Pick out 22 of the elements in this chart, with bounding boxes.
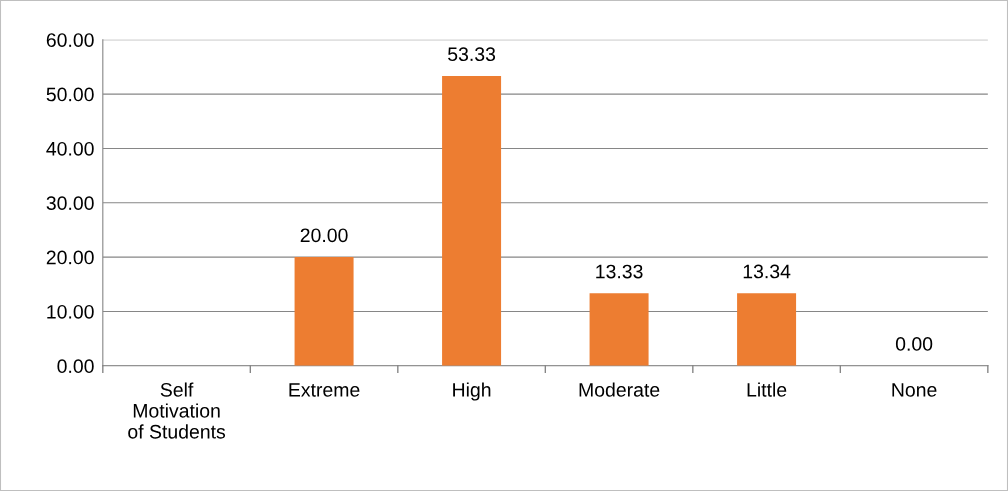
data-label: 13.34 xyxy=(743,264,791,279)
x-tick-label: High xyxy=(453,382,491,401)
x-tick-label: Little xyxy=(747,382,787,397)
x-tick-label: Moderate xyxy=(579,382,660,397)
y-tick-label: 10.00 xyxy=(47,304,94,319)
x-tick-label: Extreme xyxy=(289,383,360,397)
bar xyxy=(589,293,649,366)
bar xyxy=(294,257,354,366)
y-tick-label: 0.00 xyxy=(57,359,94,374)
y-tick-label: 50.00 xyxy=(46,87,94,102)
data-label: 0.00 xyxy=(895,337,933,351)
x-tick-label: Self Motivation of Students xyxy=(128,382,226,439)
bar xyxy=(737,293,797,366)
y-tick-label: 20.00 xyxy=(46,250,94,265)
data-label: 13.33 xyxy=(596,264,643,279)
y-tick-label: 40.00 xyxy=(46,141,94,156)
y-tick-label: 60.00 xyxy=(46,33,94,48)
data-label: 53.33 xyxy=(448,47,496,62)
data-label: 20.00 xyxy=(300,228,348,243)
x-tick-label: None xyxy=(892,383,937,397)
y-tick-label: 30.00 xyxy=(46,196,94,211)
bar xyxy=(442,76,502,366)
